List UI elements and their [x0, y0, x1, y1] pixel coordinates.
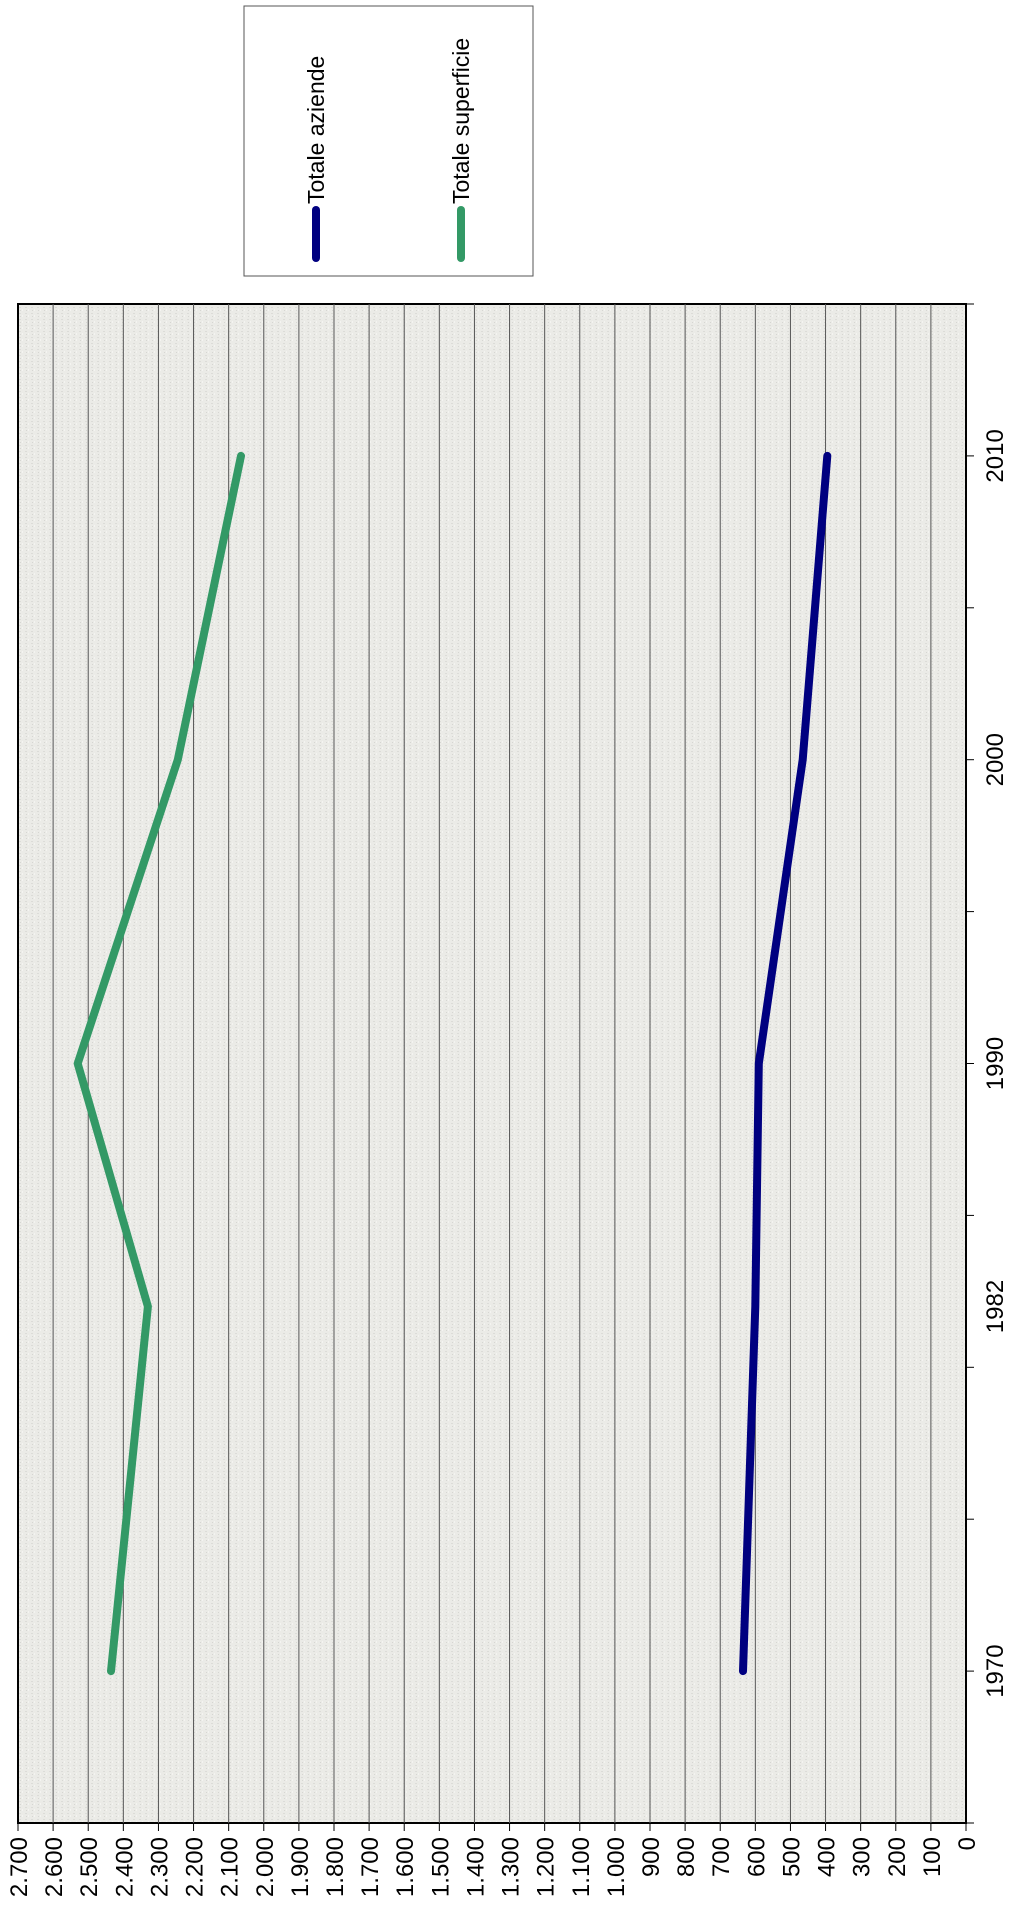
series-lines [73, 451, 832, 1676]
grid-lines [52, 304, 932, 1823]
y-tick-label: 500 [778, 1837, 805, 1877]
plot-area [17, 303, 967, 1824]
y-tick-label: 200 [884, 1837, 911, 1877]
y-tick-label: 1.000 [603, 1837, 630, 1897]
series-line-totale-aziende [739, 451, 832, 1676]
y-tick-label: 2.600 [41, 1837, 68, 1897]
x-tick-label: 2000 [982, 733, 1009, 786]
x-tick-label: 1990 [982, 1037, 1009, 1090]
legend: Totale aziende Totale superficie [243, 5, 534, 277]
y-tick-label: 700 [708, 1837, 735, 1877]
legend-box [243, 5, 534, 277]
x-tick-label: 1982 [982, 1280, 1009, 1333]
y-tick-label: 1.200 [533, 1837, 560, 1897]
y-tick-label: 2.400 [111, 1837, 138, 1897]
y-tick-label: 1.900 [287, 1837, 314, 1897]
y-tick-label: 2.500 [76, 1837, 103, 1897]
y-tick-label: 2.300 [146, 1837, 173, 1897]
y-tick-label: 800 [673, 1837, 700, 1877]
series-line-totale-superficie [73, 451, 245, 1676]
y-tick-label: 300 [849, 1837, 876, 1877]
y-tick-label: 600 [743, 1837, 770, 1877]
axis-ticks [17, 303, 974, 1831]
y-tick-label: 1.600 [392, 1837, 419, 1897]
y-tick-labels: 0 100 200 300 400 500 600 700 800 900 1.000 1.100 1.… [6, 1837, 981, 1897]
legend-label-totale-superficie: Totale superficie [448, 38, 474, 204]
y-tick-label: 0 [954, 1837, 981, 1850]
y-tick-label: 2.700 [6, 1837, 33, 1897]
x-tick-label: 2010 [982, 429, 1009, 482]
y-tick-label: 2.100 [217, 1837, 244, 1897]
x-tick-labels: 1970 1982 1990 2000 2010 [982, 429, 1009, 1698]
y-tick-label: 1.100 [568, 1837, 595, 1897]
legend-label-totale-aziende: Totale aziende [303, 56, 329, 204]
y-tick-label: 1.800 [322, 1837, 349, 1897]
x-tick-label: 1970 [982, 1644, 1009, 1697]
y-tick-label: 1.500 [427, 1837, 454, 1897]
y-tick-label: 2.200 [182, 1837, 209, 1897]
y-tick-label: 2.000 [252, 1837, 279, 1897]
y-tick-label: 1.700 [357, 1837, 384, 1897]
y-tick-label: 1.400 [462, 1837, 489, 1897]
y-tick-label: 100 [919, 1837, 946, 1877]
y-tick-label: 900 [638, 1837, 665, 1877]
y-tick-label: 1.300 [498, 1837, 525, 1897]
y-tick-label: 400 [814, 1837, 841, 1877]
